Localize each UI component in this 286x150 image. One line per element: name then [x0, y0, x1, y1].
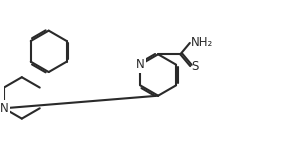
- Text: S: S: [192, 60, 199, 73]
- Text: N: N: [0, 102, 8, 115]
- Text: NH₂: NH₂: [191, 36, 214, 50]
- Text: N: N: [136, 58, 144, 71]
